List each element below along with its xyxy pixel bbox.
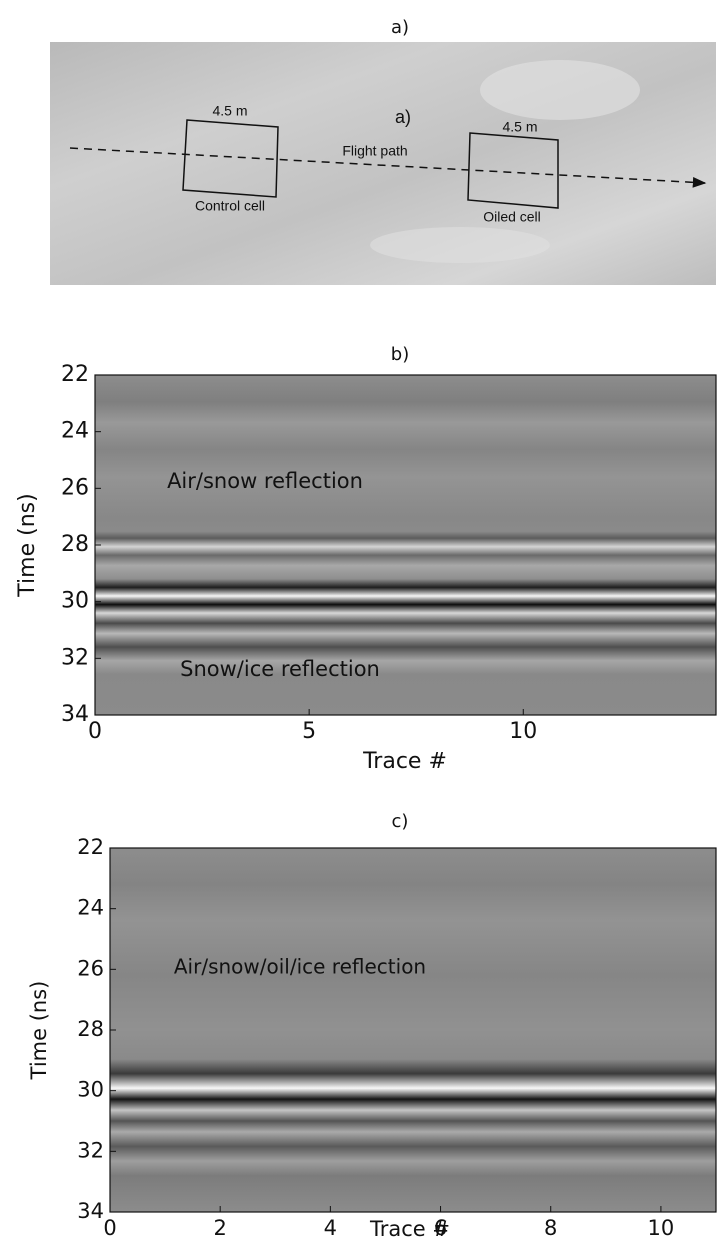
x-axis-label: Trace # [362, 749, 447, 774]
panel-title: c) [392, 811, 409, 832]
photo-texture [480, 60, 640, 120]
y-tick-label: 34 [77, 1199, 104, 1223]
x-tick-label: 5 [302, 719, 316, 744]
photo-label: Flight path [342, 143, 407, 159]
photo-label: Oiled cell [483, 209, 541, 225]
photo-texture [370, 227, 550, 263]
x-tick-label: 10 [648, 1216, 675, 1240]
annotation: Air/snow reflection [167, 469, 363, 493]
photo-label: 4.5 m [212, 103, 247, 119]
panel-title: a) [391, 17, 409, 38]
y-tick-label: 32 [61, 645, 89, 670]
y-tick-label: 30 [77, 1078, 104, 1102]
y-axis-label: Time (ns) [27, 981, 51, 1081]
x-axis-label: Trace # [369, 1217, 450, 1241]
photo-label: a) [395, 107, 411, 127]
x-tick-label: 0 [88, 719, 102, 744]
y-axis-label: Time (ns) [15, 493, 40, 597]
photo-label: Control cell [195, 198, 265, 214]
x-tick-label: 8 [544, 1216, 557, 1240]
x-tick-label: 2 [213, 1216, 226, 1240]
x-tick-label: 4 [324, 1216, 337, 1240]
y-tick-label: 26 [77, 956, 104, 980]
annotation: Snow/ice reflection [180, 657, 380, 681]
panel-title: b) [391, 344, 409, 365]
figure: a) a) 4.5 m Control cell Flight path 4.5 m Oil… [0, 0, 726, 1246]
x-tick-label: 10 [509, 719, 537, 744]
y-tick-label: 30 [61, 589, 89, 614]
y-tick-label: 32 [77, 1138, 104, 1162]
y-tick-label: 26 [61, 475, 89, 500]
y-tick-label: 34 [61, 702, 89, 727]
radargram-image [110, 848, 716, 1212]
y-tick-label: 22 [61, 362, 89, 387]
x-tick-label: 0 [103, 1216, 116, 1240]
annotation: Air/snow/oil/ice reflection [174, 955, 426, 979]
y-tick-label: 28 [61, 532, 89, 557]
y-tick-label: 22 [77, 835, 104, 859]
y-tick-label: 24 [61, 419, 89, 444]
y-tick-label: 24 [77, 896, 104, 920]
photo-label: 4.5 m [502, 119, 537, 135]
y-tick-label: 28 [77, 1017, 104, 1041]
